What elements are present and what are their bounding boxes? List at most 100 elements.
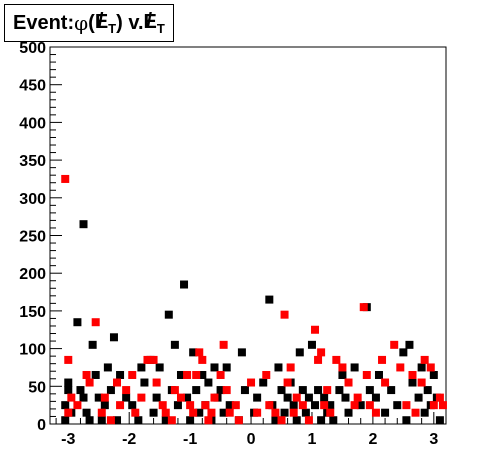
met-slash-icon: / (146, 9, 153, 32)
data-point (103, 363, 112, 372)
data-point (295, 348, 304, 357)
data-point (408, 370, 417, 379)
y-tick-label: 200 (19, 266, 46, 283)
data-point (314, 355, 323, 364)
axis-ticks: 0 50 100 150 200 250 300 350 400 450 500 -3 -2 -1 0 1 2 3 (19, 40, 447, 448)
data-point (91, 318, 100, 327)
data-point (274, 363, 283, 372)
data-point (100, 393, 109, 402)
data-point (189, 408, 198, 417)
title-phi: φ (74, 11, 89, 35)
data-point (85, 416, 94, 425)
x-tick-label: 3 (429, 431, 438, 448)
data-point (113, 416, 122, 425)
title-mid: ) v. (116, 11, 144, 34)
data-point (231, 401, 240, 410)
x-tick-label: -2 (122, 431, 136, 448)
data-point (286, 363, 295, 372)
data-point (350, 401, 359, 410)
y-tick-label: 0 (37, 417, 46, 434)
data-point (390, 340, 399, 349)
data-point (289, 401, 298, 410)
x-tick-label: -1 (183, 431, 197, 448)
data-point (280, 408, 289, 417)
data-point (371, 393, 380, 402)
data-point (137, 363, 146, 372)
data-point (183, 370, 192, 379)
title-met-symbol-2: E / T (143, 9, 165, 36)
data-point (283, 393, 292, 402)
data-point (149, 408, 158, 417)
data-point (91, 370, 100, 379)
data-point (317, 348, 326, 357)
title-met-sub-1: T (108, 20, 117, 36)
data-point (195, 348, 204, 357)
data-point (137, 393, 146, 402)
data-point (247, 378, 256, 387)
data-point (253, 393, 262, 402)
data-point (158, 401, 167, 410)
data-point (326, 408, 335, 417)
y-tick-label: 50 (28, 379, 46, 396)
data-point (259, 378, 268, 387)
data-point (396, 363, 405, 372)
y-tick-label: 150 (19, 304, 46, 321)
data-point (423, 386, 432, 395)
data-point (201, 401, 210, 410)
x-tick-label: 1 (308, 431, 317, 448)
data-point (234, 416, 243, 425)
data-point (170, 386, 179, 395)
data-point (73, 401, 82, 410)
data-point (362, 370, 371, 379)
data-point (378, 355, 387, 364)
data-point (106, 416, 115, 425)
data-point (79, 393, 88, 402)
data-point (304, 416, 313, 425)
data-point (429, 401, 438, 410)
data-point (219, 408, 228, 417)
data-point (426, 363, 435, 372)
data-point (420, 408, 429, 417)
data-point (100, 401, 109, 410)
data-point (280, 310, 289, 319)
data-point (180, 280, 189, 289)
data-point (186, 401, 195, 410)
data-point (301, 408, 310, 417)
data-point (134, 416, 143, 425)
data-point (335, 386, 344, 395)
data-point (344, 408, 353, 417)
data-point (253, 408, 262, 417)
data-point (131, 408, 140, 417)
data-point (97, 408, 106, 417)
data-point (402, 416, 411, 425)
data-point (152, 393, 161, 402)
data-point (359, 303, 368, 312)
y-tick-label: 400 (19, 115, 46, 132)
data-point (371, 408, 380, 417)
data-point (420, 355, 429, 364)
data-point (82, 408, 91, 417)
y-tick-label: 250 (19, 229, 46, 246)
x-tick-label: -3 (61, 431, 75, 448)
data-point (317, 416, 326, 425)
data-point (73, 318, 82, 327)
data-point (405, 340, 414, 349)
data-point (167, 416, 176, 425)
title-met-symbol-1: E / T (94, 9, 117, 36)
data-point (161, 416, 170, 425)
data-point (225, 401, 234, 410)
data-point (262, 370, 271, 379)
data-point (79, 220, 88, 229)
data-point (292, 393, 301, 402)
data-point (365, 401, 374, 410)
data-point (76, 386, 85, 395)
data-point (164, 310, 173, 319)
data-point (207, 408, 216, 417)
data-point (94, 393, 103, 402)
data-point (323, 386, 332, 395)
data-point (140, 378, 149, 387)
data-point (198, 355, 207, 364)
data-point (216, 386, 225, 395)
data-point (435, 416, 444, 425)
data-point (277, 416, 286, 425)
